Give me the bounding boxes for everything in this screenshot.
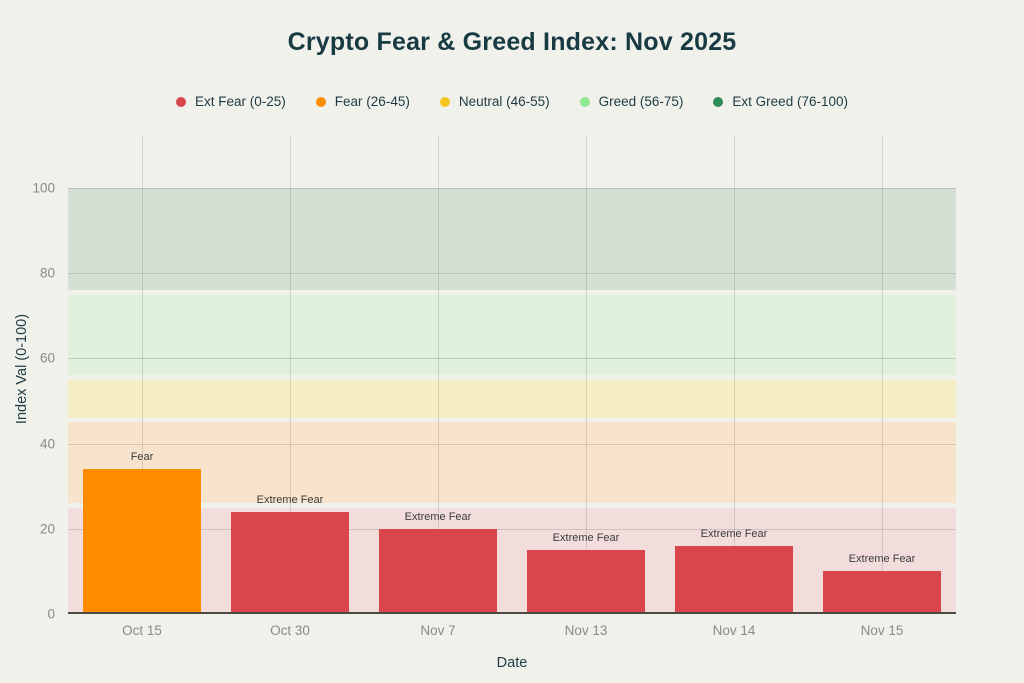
legend-item: Neutral (46-55) (439, 94, 550, 109)
legend-label: Neutral (46-55) (458, 94, 550, 109)
bar-nov-13 (526, 550, 646, 614)
bar-nov-15 (822, 571, 942, 614)
v-gridline (881, 135, 883, 614)
y-tick-label: 80 (39, 265, 55, 281)
legend-item: Greed (56-75) (579, 94, 684, 109)
h-gridline (68, 443, 956, 445)
bar-oct-15 (82, 469, 202, 614)
legend-label: Ext Greed (76-100) (732, 94, 848, 109)
h-gridline (68, 273, 956, 275)
legend-dot-icon (176, 96, 187, 107)
legend-label: Ext Fear (0-25) (195, 94, 286, 109)
x-tick-label: Nov 7 (420, 623, 456, 638)
legend-label: Greed (56-75) (598, 94, 684, 109)
bar-value-label: Fear (130, 451, 154, 464)
legend-dot-icon (713, 96, 724, 107)
v-gridline (437, 135, 439, 614)
legend-dot-icon (439, 96, 450, 107)
chart-title: Crypto Fear & Greed Index: Nov 2025 (287, 28, 737, 56)
bar-value-label: Extreme Fear (552, 532, 620, 545)
bar-value-label: Extreme Fear (848, 553, 916, 566)
y-tick-label: 60 (39, 350, 55, 366)
x-axis-title: Date (496, 655, 528, 671)
legend-dot-icon (315, 96, 326, 107)
legend-label: Fear (26-45) (334, 94, 410, 109)
bar-oct-30 (230, 511, 350, 614)
v-gridline (289, 135, 291, 614)
plot-area: 0 20 40 60 80 100 Fear Oct 15 Extreme Fear Oct 30… (32, 135, 956, 638)
h-gridline (68, 528, 956, 530)
h-gridline (68, 188, 956, 189)
neutral-zone (68, 379, 956, 419)
bar-nov-14 (674, 545, 794, 614)
v-gridline (733, 135, 735, 614)
y-tick-label: 100 (32, 180, 55, 196)
extreme-fear-zone (68, 507, 956, 614)
y-tick-label: 20 (39, 521, 55, 537)
v-gridline (585, 135, 587, 614)
x-tick-label: Nov 15 (860, 623, 904, 638)
y-tick-label: 40 (39, 436, 55, 452)
x-axis-line (68, 612, 956, 614)
bar-value-label: Extreme Fear (256, 493, 324, 506)
bar-nov-7 (378, 528, 498, 614)
v-gridline (141, 135, 143, 614)
extreme-greed-zone (68, 188, 956, 291)
legend-item: Fear (26-45) (315, 94, 410, 109)
x-tick-label: Nov 13 (564, 623, 608, 638)
y-tick-label: 0 (47, 606, 55, 622)
y-axis-title: Index Val (0-100) (14, 313, 30, 425)
fear-zone (68, 422, 956, 504)
legend-dot-icon (579, 96, 590, 107)
chart-legend: Ext Fear (0-25) Fear (26-45) Neutral (46-5… (0, 94, 1024, 109)
legend-item: Ext Greed (76-100) (713, 94, 848, 109)
legend-item: Ext Fear (0-25) (176, 94, 286, 109)
x-tick-label: Nov 14 (712, 623, 756, 638)
x-tick-label: Oct 15 (122, 623, 162, 638)
x-tick-label: Oct 30 (270, 623, 310, 638)
h-gridline (68, 358, 956, 360)
bar-value-label: Extreme Fear (700, 527, 768, 540)
greed-zone (68, 294, 956, 376)
bar-value-label: Extreme Fear (404, 510, 472, 523)
